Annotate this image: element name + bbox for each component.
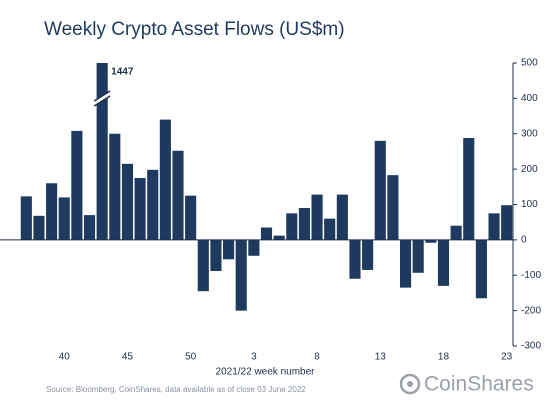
chart-title: Weekly Crypto Asset Flows (US$m)	[44, 19, 345, 40]
bar	[488, 213, 500, 240]
bar	[286, 213, 298, 240]
axis-break	[94, 91, 111, 106]
bar	[185, 195, 197, 240]
source: Source: Bloomberg, CoinShares, data avai…	[46, 385, 306, 394]
bar	[210, 239, 222, 272]
bar	[83, 215, 96, 240]
y-tick-label: -100	[521, 270, 541, 281]
y-tick-label: 500	[521, 58, 538, 69]
x-axis-label: 2021/22 week number	[216, 367, 316, 378]
bar	[46, 183, 58, 240]
axis-break-line	[93, 95, 111, 107]
bar	[437, 239, 450, 286]
bar	[463, 137, 475, 240]
x-tick-label: 40	[59, 352, 71, 363]
bar	[311, 194, 323, 240]
bar	[121, 163, 134, 240]
y-tick-label: 400	[521, 93, 538, 104]
axis-break-line	[93, 90, 111, 102]
bar	[260, 227, 273, 240]
bar	[336, 194, 348, 240]
bar	[96, 63, 108, 240]
y-tick-label: 0	[521, 235, 527, 246]
bar	[159, 119, 171, 240]
bar	[33, 215, 45, 240]
y-tick-label: 300	[521, 128, 538, 139]
bar	[374, 140, 386, 240]
bar	[412, 239, 424, 273]
bar	[235, 239, 247, 311]
x-tick-label: 3	[251, 352, 257, 363]
bar	[248, 239, 260, 256]
logo-icon	[399, 373, 421, 395]
x-tick-label: 45	[122, 352, 134, 363]
x-tick-label: 23	[501, 352, 513, 363]
bar	[172, 150, 184, 240]
x-tick-label: 50	[185, 352, 197, 363]
data-label: 1447	[111, 67, 134, 78]
x-tick-label: 18	[438, 352, 450, 363]
y-tick-label: -300	[521, 341, 541, 352]
bar	[399, 239, 412, 288]
brand: CoinShares	[424, 373, 534, 396]
bar	[298, 208, 310, 240]
y-tick-label: 200	[521, 164, 538, 175]
bar	[450, 225, 462, 240]
y-tick-label: 100	[521, 199, 538, 210]
bar	[147, 169, 159, 240]
bar	[58, 197, 70, 240]
bar	[273, 235, 285, 240]
bar	[197, 239, 209, 292]
bar	[20, 196, 32, 240]
bar	[475, 239, 487, 299]
x-tick-label: 13	[375, 352, 387, 363]
bar	[425, 239, 437, 243]
bar	[71, 130, 83, 240]
x-tick-label: 8	[314, 352, 320, 363]
bar	[362, 239, 374, 270]
y-tick-label: -200	[521, 305, 541, 316]
bar	[324, 218, 336, 240]
bar	[134, 177, 146, 240]
bar	[223, 239, 235, 260]
bar	[109, 133, 121, 240]
bar	[501, 205, 513, 240]
bar	[349, 239, 361, 279]
bar	[387, 175, 399, 240]
